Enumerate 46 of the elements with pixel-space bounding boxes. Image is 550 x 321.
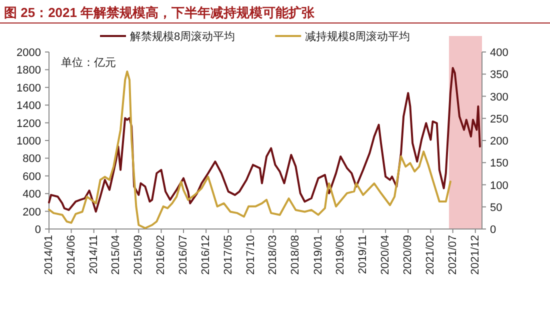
x-tick-label: 2015/04	[110, 235, 122, 275]
y-tick-label: 1600	[16, 82, 41, 94]
x-tick-label: 2014/01	[43, 235, 55, 275]
y-tick-label: 200	[22, 206, 41, 218]
y2-tick-label: 0	[490, 224, 496, 236]
x-tick-label: 2014/06	[65, 235, 78, 275]
x-tick-label: 2021/02	[424, 235, 437, 275]
legend-label: 减持规模8周滚动平均	[305, 30, 410, 43]
x-tick-label: 2019/06	[334, 235, 347, 275]
y2-tick-label: 100	[490, 180, 508, 192]
legend-label: 解禁规模8周滚动平均	[130, 30, 236, 43]
x-tick-label: 2021/12	[469, 235, 482, 275]
x-tick-label: 2021/07	[446, 235, 459, 275]
y-tick-label: 1200	[16, 118, 41, 130]
chart-title: 图 25：2021 年解禁规模高，下半年减持规模可能扩张	[4, 5, 316, 20]
y-tick-label: 600	[22, 170, 41, 183]
y2-tick-label: 350	[490, 69, 508, 82]
y2-tick-label: 150	[490, 158, 508, 170]
x-tick-label: 2019/01	[312, 235, 324, 275]
y-tick-label: 400	[22, 188, 41, 201]
x-tick-label: 2017/10	[244, 235, 257, 275]
y2-tick-label: 200	[490, 136, 508, 148]
annotation: 单位：亿元	[61, 56, 116, 69]
y2-tick-label: 400	[490, 47, 508, 59]
x-tick-label: 2019/11	[357, 235, 370, 274]
x-tick-label: 2020/09	[402, 235, 414, 275]
y2-tick-label: 50	[490, 202, 502, 214]
x-tick-label: 2018/08	[290, 235, 302, 275]
x-tick-label: 2016/02	[155, 235, 168, 275]
x-tick-label: 2018/03	[267, 235, 280, 275]
line-series	[48, 67, 481, 213]
y2-tick-label: 250	[490, 113, 508, 126]
x-tick-label: 2016/12	[200, 235, 212, 275]
y-tick-label: 1400	[16, 100, 41, 112]
y-tick-label: 2000	[16, 47, 41, 59]
y-tick-label: 0	[34, 224, 41, 236]
y2-tick-label: 300	[490, 91, 508, 104]
x-tick-label: 2020/04	[380, 235, 392, 275]
y-tick-label: 1800	[16, 64, 41, 77]
x-tick-label: 2016/07	[178, 235, 190, 275]
y-tick-label: 800	[22, 153, 41, 166]
x-tick-label: 2014/11	[88, 235, 100, 274]
x-tick-label: 2015/09	[132, 235, 145, 275]
x-tick-label: 2017/05	[222, 235, 234, 275]
y-tick-label: 1000	[16, 136, 41, 148]
line-series	[48, 70, 452, 230]
